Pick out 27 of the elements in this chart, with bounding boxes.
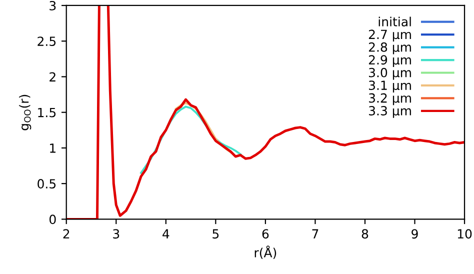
x-tick-label: 7: [312, 229, 318, 238]
legend-label: 2.7 µm: [368, 30, 411, 42]
legend-label: 2.8 µm: [368, 42, 411, 54]
y-tick-label: 0.5: [38, 179, 56, 189]
x-tick-label: 3: [113, 229, 120, 239]
legend-label: 2.9 µm: [368, 55, 411, 67]
y-axis-title: g$_{OO}$(r): [19, 94, 32, 130]
legend-label: 3.0 µm: [368, 68, 411, 80]
x-tick-label: 4: [162, 229, 170, 238]
x-tick-label: 10: [458, 229, 472, 239]
y-tick-label: 1: [50, 144, 56, 153]
x-tick-label: 9: [412, 229, 418, 239]
legend-label: 3.2 µm: [368, 93, 411, 106]
x-tick-label: 8: [362, 229, 368, 239]
legend-label: 3.3 µm: [368, 106, 411, 118]
line-series: [174, 102, 232, 154]
x-tick-label: 2: [63, 229, 70, 238]
y-tick-label: 3: [50, 0, 56, 10]
legend-label: initial: [378, 16, 411, 26]
y-tick-label: 2.5: [38, 36, 56, 46]
y-tick-label: 2: [50, 72, 56, 82]
x-tick-label: 5: [212, 229, 219, 239]
legend-label: 3.1 µm: [368, 80, 411, 92]
y-tick-label: 1.5: [38, 108, 56, 118]
y-tick-label: 0: [50, 214, 56, 224]
x-tick-label: 6: [262, 229, 269, 239]
x-axis-title: r(Å): [254, 246, 276, 259]
